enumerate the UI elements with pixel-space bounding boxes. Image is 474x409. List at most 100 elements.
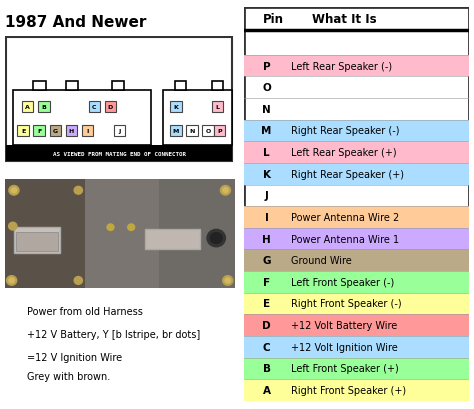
Text: Left Rear Speaker (+): Left Rear Speaker (+) [292,148,397,158]
Bar [244,142,469,164]
Bar [5,180,85,288]
Text: J: J [118,129,121,134]
Circle shape [74,277,82,285]
Text: C: C [92,105,97,110]
Bar [89,102,100,113]
Text: H: H [262,234,271,244]
Bar [50,126,61,137]
Text: 1987 And Newer: 1987 And Newer [5,15,146,30]
Text: N: N [262,105,271,115]
Circle shape [225,278,230,283]
Circle shape [220,186,230,196]
Text: =12 V Ignition Wire: =12 V Ignition Wire [27,352,123,362]
Text: A: A [25,105,30,110]
Text: Right Rear Speaker (-): Right Rear Speaker (-) [292,126,400,136]
Bar [244,56,469,77]
Circle shape [107,225,114,231]
Text: Ground Wire: Ground Wire [292,256,352,265]
Bar [85,180,159,288]
Text: D: D [262,320,271,330]
Text: A: A [263,385,271,395]
Text: O: O [262,83,271,93]
Text: G: G [53,129,58,134]
Bar [14,228,60,254]
Text: G: G [263,256,271,265]
Text: P: P [263,61,271,72]
Bar [34,81,46,91]
Bar [114,126,126,137]
Text: +12 Volt Ignition Wire: +12 Volt Ignition Wire [292,342,398,352]
Text: C: C [263,342,271,352]
Bar [6,38,232,162]
Text: B: B [263,364,271,373]
Text: D: D [108,105,113,110]
Bar [66,126,77,137]
Text: H: H [69,129,74,134]
Text: N: N [190,129,195,134]
Text: K: K [263,169,271,179]
Text: O: O [206,129,211,134]
Circle shape [7,276,17,285]
Circle shape [9,186,19,196]
Text: +12 Volt Battery Wire: +12 Volt Battery Wire [292,320,398,330]
Bar [244,379,469,401]
Circle shape [207,230,226,247]
Text: L: L [264,148,270,158]
Text: Right Front Speaker (+): Right Front Speaker (+) [292,385,407,395]
Bar [175,81,186,91]
Circle shape [223,276,233,285]
Text: I: I [86,129,89,134]
Bar [170,102,182,113]
Bar [159,180,235,288]
Text: Left Rear Speaker (-): Left Rear Speaker (-) [292,61,392,72]
Bar [105,102,116,113]
Bar [244,358,469,379]
Bar [244,272,469,293]
Bar [244,120,469,142]
Text: Right Front Speaker (-): Right Front Speaker (-) [292,299,402,309]
Text: Right Rear Speaker (+): Right Rear Speaker (+) [292,169,404,179]
Text: J: J [264,191,269,201]
Text: What It Is: What It Is [311,13,376,25]
Bar [112,81,124,91]
Text: K: K [173,105,178,110]
Bar [164,91,232,145]
Bar [170,126,182,137]
Circle shape [11,188,17,193]
Text: M: M [262,126,272,136]
Bar [6,146,232,162]
Bar [34,126,45,137]
Bar [82,126,93,137]
Text: P: P [218,129,222,134]
Text: I: I [264,212,269,222]
Bar [244,336,469,358]
Bar [244,250,469,272]
Bar [244,164,469,185]
Bar [211,102,223,113]
Circle shape [74,187,82,195]
Text: AS VIEWED FROM MATING END OF CONNECTOR: AS VIEWED FROM MATING END OF CONNECTOR [53,151,186,156]
Bar [211,81,223,91]
Text: M: M [173,129,179,134]
Circle shape [223,188,228,193]
Text: +12 V Battery, Y [b lstripe, br dots]: +12 V Battery, Y [b lstripe, br dots] [27,329,201,339]
Bar [202,126,214,137]
Bar [66,81,78,91]
Circle shape [128,225,135,231]
Text: E: E [263,299,270,309]
Bar [16,232,58,252]
Text: F: F [263,277,270,287]
Text: Grey with brown.: Grey with brown. [27,371,111,381]
Bar [214,126,226,137]
Bar [244,207,469,228]
Text: Power from old Harness: Power from old Harness [27,306,143,316]
Circle shape [210,233,222,244]
Text: E: E [21,129,25,134]
Bar [186,126,198,137]
Bar [244,293,469,315]
Bar [18,126,29,137]
Bar [145,230,200,249]
Text: F: F [37,129,41,134]
Text: Power Antenna Wire 2: Power Antenna Wire 2 [292,212,400,222]
Bar [22,102,34,113]
